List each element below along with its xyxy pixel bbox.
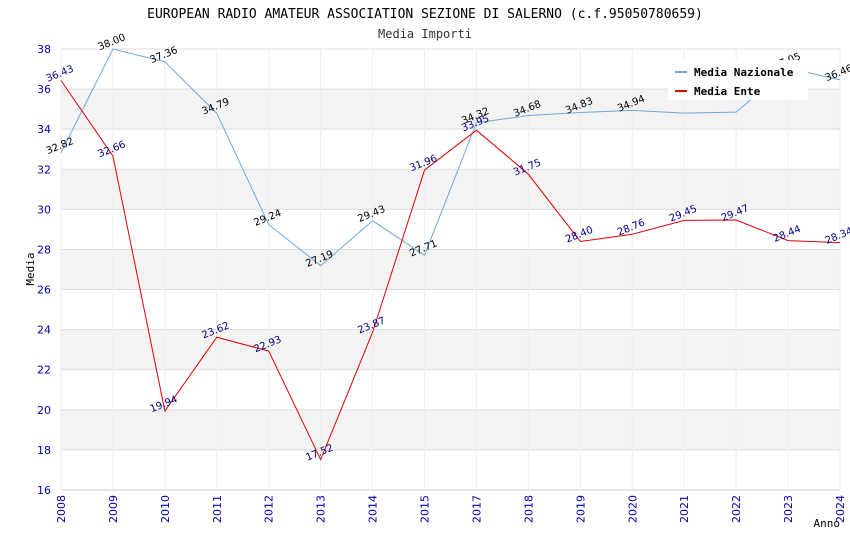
series-line-media-nazionale	[60, 48, 841, 267]
y-tick-label: 36	[37, 83, 51, 96]
grid-band	[61, 409, 840, 450]
legend: Media Nazionale Media Ente	[668, 60, 808, 100]
y-tick-label: 24	[37, 324, 51, 337]
x-tick-label: 2023	[782, 495, 795, 523]
x-tick-label: 2019	[574, 495, 587, 523]
y-tick-label: 16	[37, 484, 51, 497]
series-lines	[60, 48, 841, 461]
x-axis-label: Anno	[814, 517, 841, 530]
x-tick-label: 2018	[522, 495, 535, 523]
x-tick-label: 2009	[107, 495, 120, 523]
series-line-media-ente	[60, 80, 841, 461]
y-tick-label: 20	[37, 404, 51, 417]
legend-box	[668, 60, 808, 100]
x-tick-label: 2014	[367, 495, 380, 523]
legend-label: Media Nazionale	[694, 66, 794, 79]
x-tick-label: 2020	[626, 495, 639, 523]
plot-area	[61, 49, 840, 490]
x-axis-ticks: 2008 2009 2010 2011 2012 2013 2014 2015 2017 2018…	[55, 495, 847, 523]
x-tick-label: 2022	[730, 495, 743, 523]
x-tick-label: 2012	[263, 495, 276, 523]
grid-lines	[60, 48, 841, 491]
y-axis-ticks: 16 18 20 22 24 26 28 30 32 34 36 38	[37, 43, 51, 497]
y-axis-label: Media	[24, 252, 37, 285]
y-tick-label: 30	[37, 203, 51, 216]
x-tick-label: 2011	[211, 495, 224, 523]
y-tick-label: 32	[37, 163, 51, 176]
x-tick-label: 2017	[470, 495, 483, 523]
x-tick-label: 2024	[834, 495, 847, 523]
grid-band	[61, 249, 840, 290]
grid-band	[61, 129, 840, 170]
grid-band	[61, 209, 840, 250]
x-tick-label: 2015	[419, 495, 432, 523]
x-tick-label: 2010	[159, 495, 172, 523]
y-tick-label: 28	[37, 243, 51, 256]
grid-band	[61, 449, 840, 490]
x-tick-label: 2008	[55, 495, 68, 523]
y-tick-label: 38	[37, 43, 51, 56]
chart-subtitle: Media Importi	[378, 27, 472, 41]
x-tick-label: 2013	[315, 495, 328, 523]
chart-title: EUROPEAN RADIO AMATEUR ASSOCIATION SEZIO…	[147, 7, 703, 22]
y-tick-label: 34	[37, 123, 51, 136]
grid-band	[61, 329, 840, 370]
grid-band	[61, 369, 840, 410]
legend-label: Media Ente	[694, 85, 761, 98]
x-tick-label: 2021	[678, 495, 691, 523]
y-tick-label: 18	[37, 444, 51, 457]
y-tick-label: 26	[37, 284, 51, 297]
y-tick-label: 22	[37, 364, 51, 377]
grid-band	[61, 289, 840, 330]
